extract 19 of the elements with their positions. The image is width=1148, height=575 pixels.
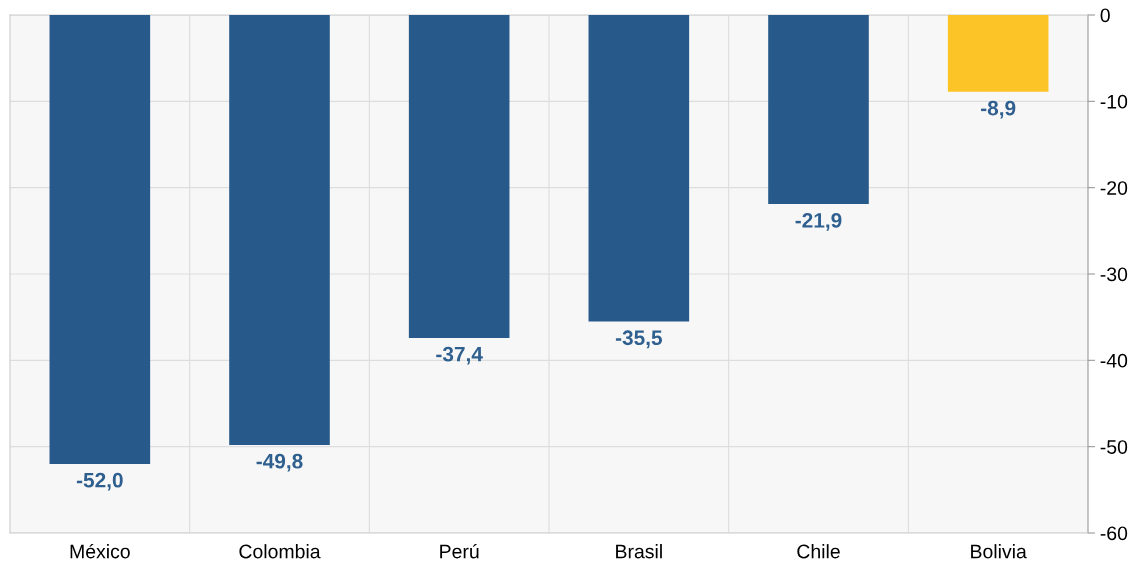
- data-label: -37,4: [436, 346, 483, 365]
- y-tick-label: -40: [1100, 353, 1128, 368]
- y-tick-label: -30: [1100, 267, 1128, 282]
- y-tick-label: 0: [1100, 8, 1110, 23]
- y-tick-label: -10: [1100, 94, 1128, 109]
- x-tick-label: Chile: [797, 544, 840, 559]
- x-tick-label: Colombia: [239, 544, 321, 559]
- data-label: -21,9: [795, 212, 842, 231]
- x-tick-label: México: [70, 543, 130, 559]
- data-label: -49,8: [256, 453, 303, 472]
- x-tick-label: Perú: [440, 543, 479, 559]
- data-label: -8,9: [981, 100, 1016, 119]
- data-label: -35,5: [615, 330, 662, 349]
- x-tick-label: Brasil: [616, 544, 662, 559]
- data-label: -52,0: [76, 472, 123, 491]
- x-tick-label: Bolivia: [971, 544, 1027, 559]
- y-tick-label: -50: [1100, 440, 1128, 454]
- y-tick-label: -20: [1100, 181, 1128, 195]
- y-tick-label: -60: [1100, 526, 1128, 541]
